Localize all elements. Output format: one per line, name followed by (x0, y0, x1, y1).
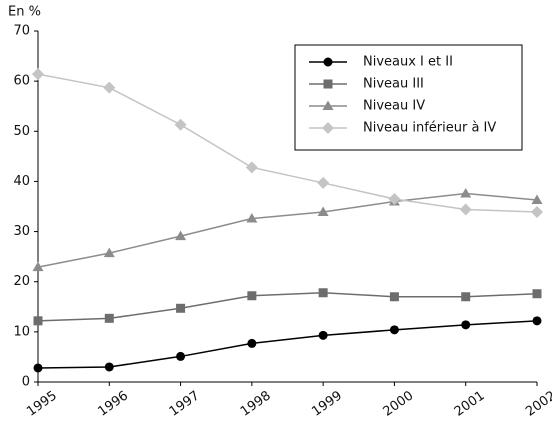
marker (103, 81, 116, 94)
x-tick-label: 1999 (309, 388, 345, 419)
marker (174, 118, 187, 131)
y-tick-label: 40 (13, 174, 30, 189)
y-tick-label: 70 (13, 24, 30, 39)
series-line (37, 291, 538, 322)
marker (33, 363, 43, 373)
marker (318, 288, 328, 298)
marker (247, 291, 257, 301)
y-tick-label: 0 (22, 375, 30, 390)
marker (104, 362, 114, 372)
marker (245, 161, 258, 174)
marker (461, 292, 471, 302)
marker (459, 203, 472, 216)
marker (532, 316, 542, 326)
legend-label: Niveaux I et II (363, 55, 453, 70)
marker (322, 100, 334, 110)
x-tick-label: 1995 (24, 388, 60, 419)
marker (322, 122, 334, 134)
x-tick-label: 1997 (167, 388, 203, 419)
marker (32, 68, 44, 81)
marker (175, 230, 187, 241)
y-axis-label: En % (8, 5, 41, 20)
marker (460, 187, 472, 198)
x-tick-label: 1996 (95, 388, 131, 419)
series-line (37, 73, 538, 213)
marker (103, 247, 115, 258)
marker (318, 330, 328, 340)
marker (32, 261, 44, 272)
marker (389, 325, 399, 335)
series-line (37, 192, 538, 268)
y-tick-label: 50 (13, 124, 30, 139)
marker (388, 192, 401, 205)
marker (461, 320, 471, 330)
x-tick-label: 2000 (381, 388, 417, 419)
marker (104, 313, 114, 323)
marker (532, 289, 542, 299)
marker (246, 213, 258, 223)
x-tick-label: 1998 (238, 388, 274, 419)
legend-label: Niveau III (363, 77, 424, 92)
marker (317, 206, 329, 217)
marker (247, 338, 257, 348)
y-tick-label: 30 (13, 224, 30, 239)
marker (176, 351, 186, 361)
legend-label: Niveau IV (363, 99, 425, 114)
marker (531, 194, 543, 204)
y-tick-label: 20 (13, 274, 30, 289)
y-tick-label: 60 (13, 74, 30, 89)
marker (323, 79, 333, 89)
marker (317, 176, 330, 189)
marker (389, 292, 399, 302)
legend-label: Niveau inférieur à IV (363, 121, 496, 136)
series-line (37, 320, 538, 369)
marker (176, 303, 186, 313)
marker (323, 57, 333, 67)
y-tick-label: 10 (13, 324, 30, 339)
x-tick-label: 2001 (452, 388, 488, 419)
marker (531, 206, 543, 219)
x-tick-label: 2002 (523, 388, 552, 419)
marker (33, 316, 43, 326)
